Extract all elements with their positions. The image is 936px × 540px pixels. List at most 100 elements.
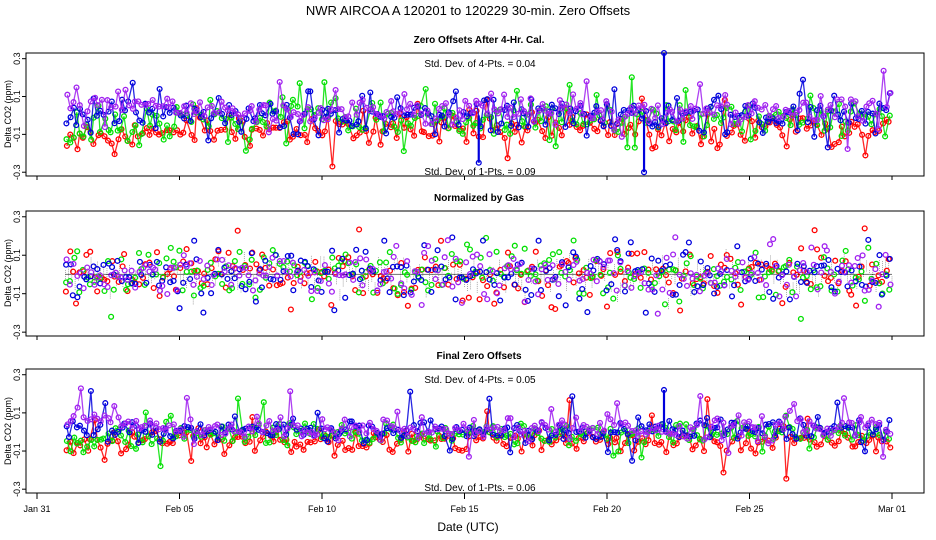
data-point-blue xyxy=(658,267,665,274)
data-point-green xyxy=(266,439,273,446)
data-point-blue xyxy=(143,279,150,286)
data-point-purple xyxy=(505,262,512,269)
data-point-purple xyxy=(317,277,324,285)
data-point-red xyxy=(188,457,195,465)
data-point-purple xyxy=(263,422,270,429)
data-point-green xyxy=(342,251,349,258)
data-point-blue xyxy=(132,109,140,116)
data-point-purple xyxy=(305,429,312,436)
data-point-purple xyxy=(346,259,353,266)
data-point-red xyxy=(104,278,111,285)
data-point-purple xyxy=(241,110,248,117)
data-point-red xyxy=(349,446,356,453)
data-point-blue xyxy=(238,283,245,290)
data-point-green xyxy=(263,123,270,130)
data-point-purple xyxy=(673,118,680,125)
data-point-purple xyxy=(611,126,618,134)
data-point-red xyxy=(115,136,122,143)
data-point-blue xyxy=(848,267,855,274)
data-point-blue xyxy=(434,247,441,254)
data-point-red xyxy=(798,245,805,252)
data-point-red xyxy=(783,475,790,482)
data-point-green xyxy=(448,250,455,258)
data-point-green xyxy=(355,289,362,296)
data-point-purple xyxy=(129,105,136,112)
data-point-blue xyxy=(111,431,119,438)
data-point-blue xyxy=(479,237,487,244)
data-point-purple xyxy=(193,273,200,280)
data-point-purple xyxy=(112,103,119,110)
data-point-purple xyxy=(352,422,359,429)
data-point-red xyxy=(246,265,254,272)
data-point-purple xyxy=(380,416,387,423)
data-point-purple xyxy=(74,404,81,411)
data-point-blue xyxy=(604,449,611,456)
data-point-blue xyxy=(731,282,738,289)
data-point-purple xyxy=(653,272,660,279)
data-point-blue xyxy=(87,387,94,395)
data-point-green xyxy=(321,79,328,86)
data-point-green xyxy=(835,429,842,437)
data-point-purple xyxy=(596,258,603,265)
data-point-blue xyxy=(579,285,586,293)
data-point-red xyxy=(262,264,269,271)
data-point-red xyxy=(855,273,862,280)
data-point-blue xyxy=(796,90,803,97)
data-point-purple xyxy=(573,258,580,265)
data-point-blue xyxy=(770,295,777,302)
data-point-blue xyxy=(583,132,590,139)
data-point-blue xyxy=(224,275,231,282)
data-point-green xyxy=(160,136,167,143)
data-point-green xyxy=(697,275,704,282)
data-point-green xyxy=(123,286,130,293)
data-point-green xyxy=(91,278,98,285)
data-point-blue xyxy=(799,76,807,83)
data-point-purple xyxy=(780,113,787,120)
data-point-purple xyxy=(297,277,304,285)
data-point-red xyxy=(738,301,745,308)
data-point-blue xyxy=(364,436,371,444)
data-point-red xyxy=(817,441,825,448)
data-point-purple xyxy=(311,269,318,276)
data-point-blue xyxy=(814,413,821,421)
data-point-blue xyxy=(486,276,493,283)
data-point-red xyxy=(831,442,838,449)
data-point-green xyxy=(100,435,107,442)
data-point-blue xyxy=(525,123,532,130)
data-point-purple xyxy=(118,423,125,430)
data-point-red xyxy=(393,134,400,142)
data-point-purple xyxy=(308,288,315,295)
data-point-blue xyxy=(295,131,302,138)
data-point-purple xyxy=(152,102,159,109)
data-point-green xyxy=(713,112,721,119)
data-point-purple xyxy=(745,102,752,109)
data-point-purple xyxy=(548,110,555,117)
data-point-blue xyxy=(806,267,813,274)
data-point-purple xyxy=(814,286,821,293)
data-point-purple xyxy=(350,276,357,283)
data-point-blue xyxy=(765,118,772,125)
data-point-purple xyxy=(782,413,789,420)
data-point-green xyxy=(269,247,276,254)
data-point-purple xyxy=(314,287,321,295)
data-point-purple xyxy=(800,429,807,436)
data-point-red xyxy=(232,135,239,142)
data-point-red xyxy=(737,131,744,138)
data-point-purple xyxy=(803,268,810,275)
data-point-blue xyxy=(349,270,357,277)
data-point-purple xyxy=(149,96,156,104)
data-point-blue xyxy=(537,287,545,294)
data-point-purple xyxy=(511,434,518,441)
y-tick-label: -0.3 xyxy=(12,164,22,180)
data-point-red xyxy=(511,128,518,135)
data-point-purple xyxy=(548,406,555,413)
data-point-red xyxy=(304,438,311,445)
data-point-blue xyxy=(797,278,805,286)
data-point-red xyxy=(363,444,370,451)
data-point-purple xyxy=(791,400,798,408)
data-point-green xyxy=(737,286,744,294)
data-point-purple xyxy=(311,114,318,121)
data-point-blue xyxy=(507,449,514,456)
data-point-red xyxy=(638,95,645,102)
data-point-blue xyxy=(648,255,655,262)
